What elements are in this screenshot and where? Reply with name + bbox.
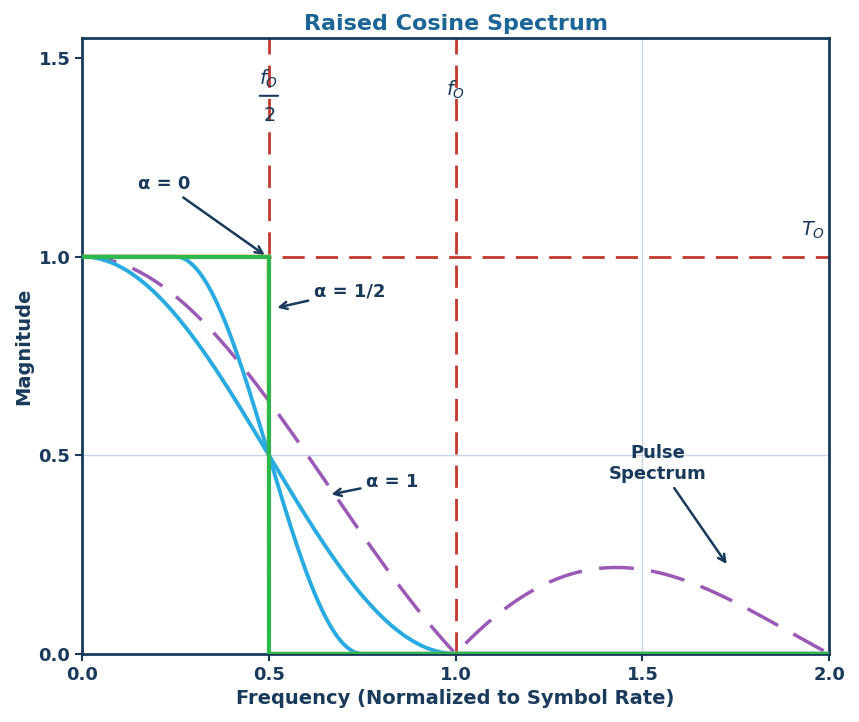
Text: $T_O$: $T_O$ — [801, 219, 825, 240]
Text: $f_O$: $f_O$ — [259, 68, 278, 90]
Text: $f_O$: $f_O$ — [446, 79, 466, 101]
Text: α = 1/2: α = 1/2 — [280, 282, 385, 309]
Text: α = 1: α = 1 — [334, 473, 418, 496]
X-axis label: Frequency (Normalized to Symbol Rate): Frequency (Normalized to Symbol Rate) — [236, 689, 675, 708]
Y-axis label: Magnitude: Magnitude — [14, 287, 33, 404]
Text: $2$: $2$ — [263, 105, 275, 125]
Text: α = 0: α = 0 — [138, 175, 263, 253]
Text: Pulse
Spectrum: Pulse Spectrum — [608, 444, 725, 562]
Title: Raised Cosine Spectrum: Raised Cosine Spectrum — [303, 14, 607, 34]
